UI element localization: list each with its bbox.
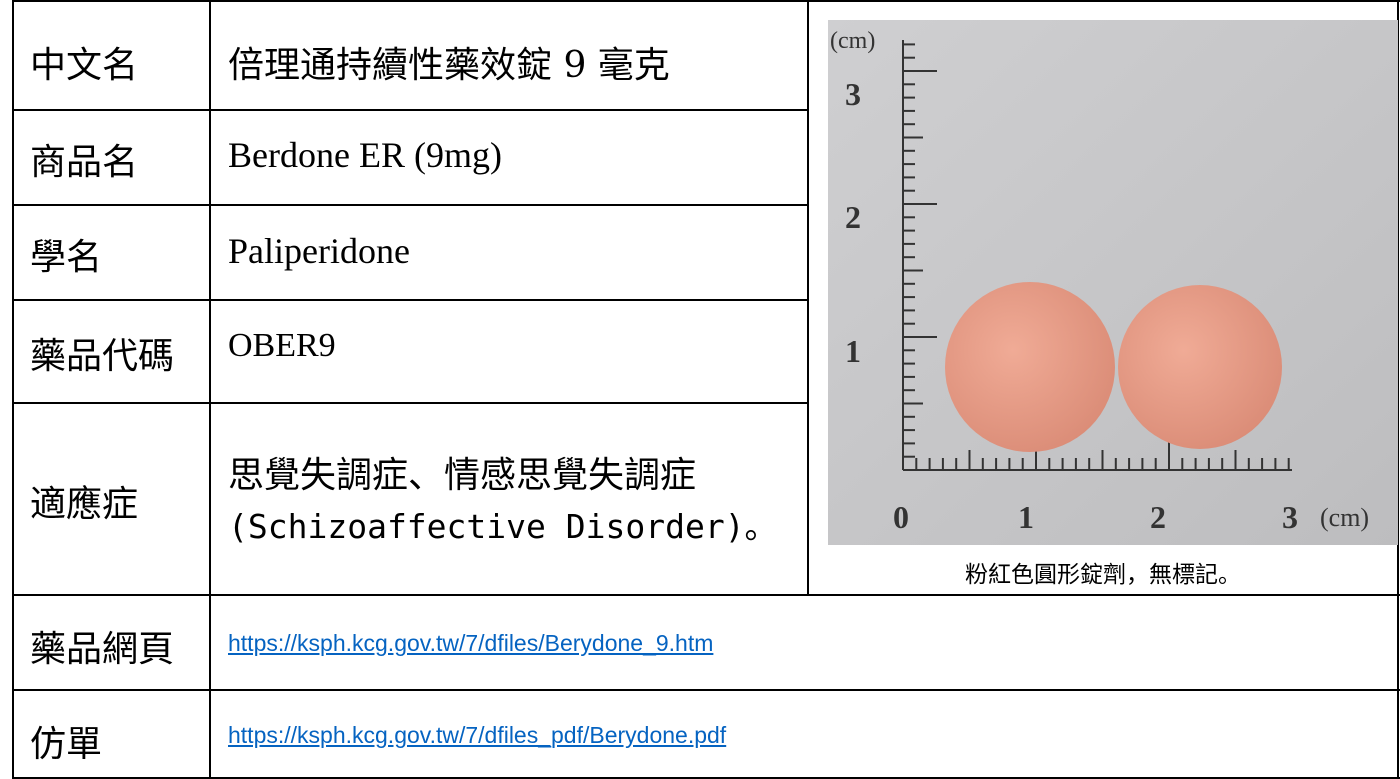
caption: 粉紅色圓形錠劑，無標記。 <box>965 562 1241 588</box>
row-label: 中文名 <box>30 45 139 86</box>
ruler-label: 3 <box>845 76 861 112</box>
border <box>12 402 809 404</box>
border <box>12 594 1400 596</box>
photo-background <box>828 20 1398 545</box>
ruler-label: 2 <box>845 199 861 235</box>
border <box>12 689 1400 691</box>
row-value: OBER9 <box>228 327 336 364</box>
row-label: 藥品網頁 <box>30 629 175 670</box>
border <box>12 109 809 111</box>
ruler-unit: (cm) <box>830 28 875 54</box>
ruler-label: 2 <box>1150 499 1166 535</box>
link[interactable]: https://ksph.kcg.gov.tw/7/dfiles/Berydon… <box>228 630 714 656</box>
row-label: 適應症 <box>30 484 139 525</box>
tablet-photo: (cm) 3 2 1 0 1 2 3 (cm) 粉紅色圓形錠劑，無標記。 <box>828 20 1398 588</box>
row-value: 倍理通持續性藥效錠 9 毫克 <box>228 45 670 86</box>
ruler-label: 0 <box>893 499 909 535</box>
tablet <box>945 282 1115 452</box>
row-value: 思覺失調症、情感思覺失調症 <box>228 455 697 496</box>
row-label: 學名 <box>30 237 103 278</box>
tablet <box>1118 285 1282 449</box>
ruler-label: 1 <box>845 333 861 369</box>
row-label: 商品名 <box>30 142 139 183</box>
border <box>12 777 1400 779</box>
row-value: Paliperidone <box>228 231 410 271</box>
row-value: (Schizoaffective Disorder)。 <box>228 507 778 546</box>
ruler-label: 3 <box>1282 499 1298 535</box>
border <box>12 0 1400 2</box>
border <box>209 0 211 779</box>
row-label: 藥品代碼 <box>30 336 175 377</box>
border <box>12 0 14 779</box>
border <box>807 0 809 595</box>
row-value: Berdone ER (9mg) <box>228 135 502 175</box>
ruler-label: 1 <box>1018 499 1034 535</box>
border <box>12 204 809 206</box>
border <box>12 299 809 301</box>
link[interactable]: https://ksph.kcg.gov.tw/7/dfiles_pdf/Ber… <box>228 722 727 748</box>
row-label: 仿單 <box>30 724 103 765</box>
ruler-unit: (cm) <box>1320 503 1369 532</box>
